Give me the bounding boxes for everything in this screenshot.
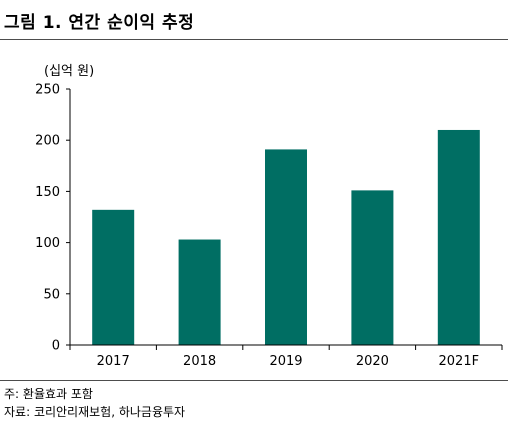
bar-2020 [351, 190, 394, 345]
y-axis: 0 50 100 150 200 250 [35, 83, 71, 354]
y-tick-label: 250 [35, 83, 60, 98]
x-tick-label: 2018 [183, 354, 216, 369]
chart-title: 그림 1. 연간 순이익 추정 [4, 13, 195, 33]
source-note: 자료: 코리안리재보험, 하나금융투자 [4, 405, 186, 419]
unit-label: (십억 원) [44, 64, 95, 79]
x-axis: 2017 2018 2019 2020 2021F [69, 344, 503, 369]
bar-2021f [437, 129, 480, 345]
y-tick-label: 200 [35, 134, 60, 149]
x-tick-label: 2021F [439, 354, 480, 369]
x-tick-label: 2020 [356, 354, 389, 369]
y-tick-label: 0 [52, 339, 60, 354]
bar-chart: 0 50 100 150 200 250 2017 2018 2019 2020 2021F [35, 83, 503, 369]
footnote: 주: 환율효과 포함 [4, 387, 93, 401]
y-tick-label: 100 [35, 236, 60, 251]
y-tick-label: 50 [43, 287, 60, 302]
bars [92, 129, 480, 345]
bar-2017 [92, 209, 135, 345]
bar-2018 [178, 239, 221, 345]
bar-2019 [265, 149, 307, 345]
footer-divider [0, 380, 508, 381]
x-tick-label: 2019 [269, 354, 302, 369]
x-tick-label: 2017 [97, 354, 130, 369]
title-divider [0, 39, 508, 40]
y-tick-label: 150 [35, 185, 60, 200]
